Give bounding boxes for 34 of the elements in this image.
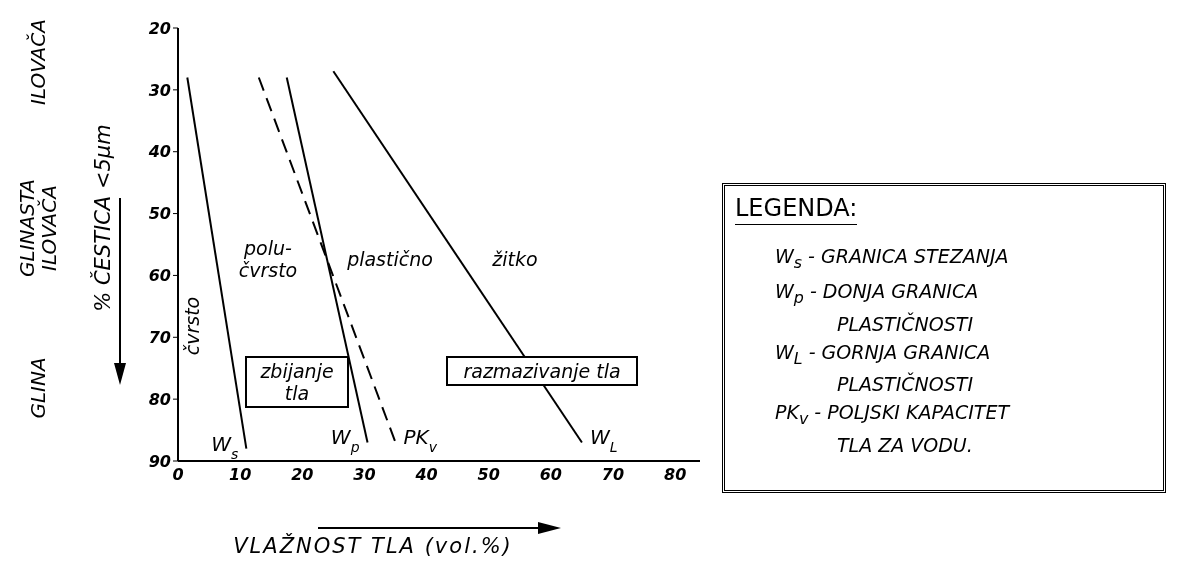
x-axis-title: VLAŽNOST TLA (vol.%): [233, 533, 513, 558]
y-tick-label: 70: [148, 327, 171, 347]
y-axis-title: % ČESTICA <5μm: [90, 124, 115, 312]
series-label: W$_{p}$: [330, 425, 360, 456]
series-label: W$_{s}$: [211, 431, 239, 462]
x-tick-label: 80: [664, 465, 687, 485]
x-tick-label: 0: [172, 465, 184, 485]
x-tick-label: 10: [229, 465, 252, 485]
x-tick-label: 30: [353, 465, 376, 485]
annotation: žitko: [491, 248, 538, 270]
series-label: PK$_{v}$: [403, 425, 438, 456]
y-tick-label: 40: [147, 142, 171, 162]
x-tick-label: 20: [291, 465, 314, 485]
y-tick-label: 20: [148, 18, 171, 38]
legend-card: LEGENDA: W$_{s}$ - GRANICA STEZANJA W$_{p}$ - DONJA GRANICA PLASTIČNOSTI W$_{L}$ - GORNJA GRANICA PLASTIČNOSTI PK$_{v}$ - POLJSKI KAPACITET TLA ZA VODU.: [722, 183, 1166, 493]
y-tick-label: 80: [148, 389, 171, 409]
annotation: čvrsto: [181, 296, 203, 356]
y-tick-label: 30: [148, 80, 171, 100]
x-tick-label: 60: [539, 465, 562, 485]
text: GLINA: [26, 357, 50, 419]
x-tick-label: 70: [601, 465, 625, 485]
annotation: plastično: [346, 248, 433, 270]
y-tick-label: 90: [148, 451, 171, 471]
x-tick-label: 50: [477, 465, 500, 485]
text: GLINASTA ILOVAČA: [15, 179, 61, 277]
series-label: W$_{L}$: [589, 425, 618, 456]
y-tick-label: 60: [148, 266, 171, 286]
text: ILOVAČA: [26, 19, 50, 105]
legend-title: LEGENDA:: [735, 194, 858, 225]
annotation: razmazivanje tla: [463, 360, 621, 382]
x-tick-label: 40: [414, 465, 438, 485]
y-tick-label: 50: [148, 204, 171, 224]
annotation: polu- čvrsto: [238, 237, 298, 281]
annotation: zbijanje tla: [259, 360, 334, 404]
